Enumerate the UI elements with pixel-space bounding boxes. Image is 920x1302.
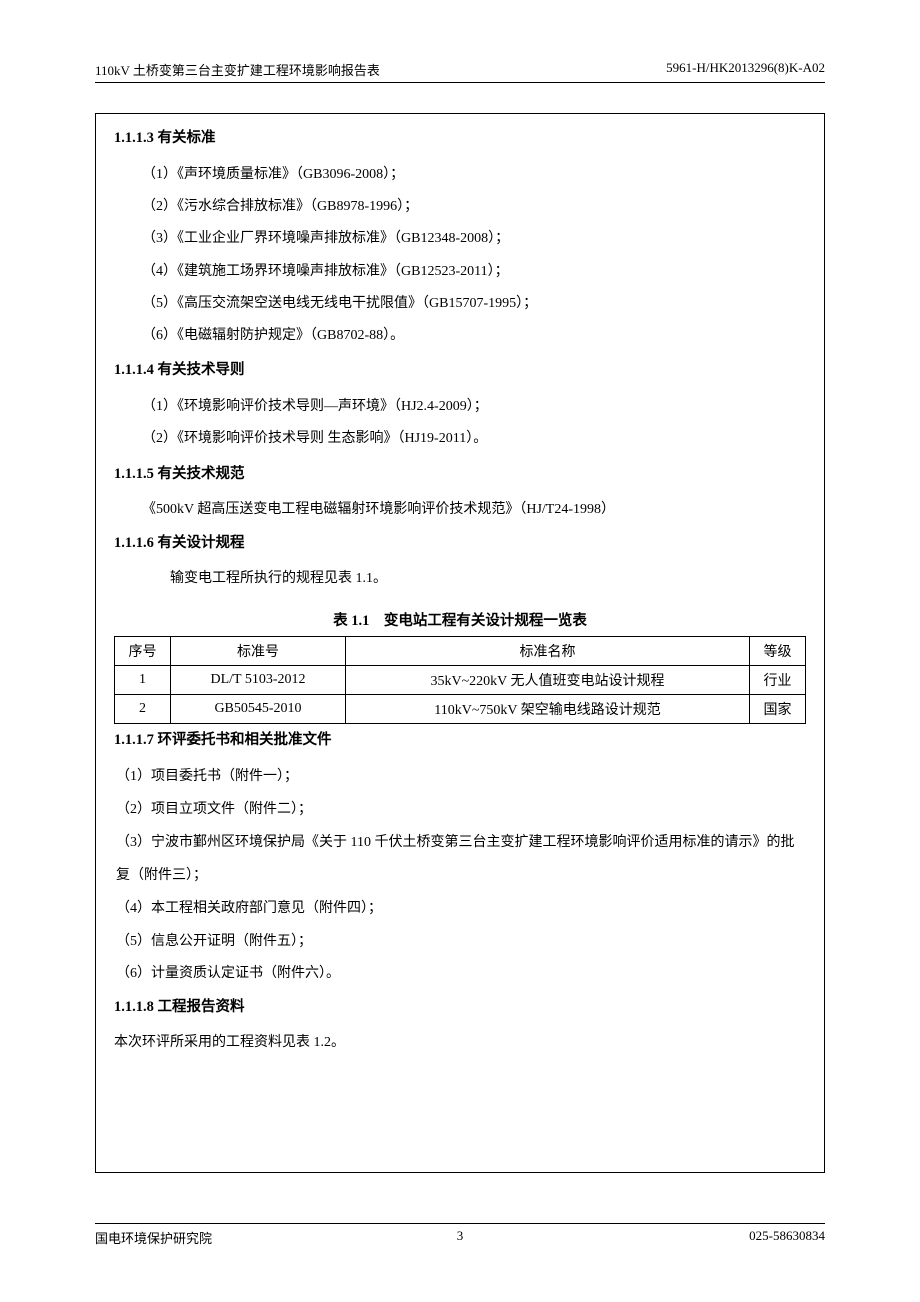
heading-1114: 1.1.1.4 有关技术导则	[114, 358, 806, 379]
item-1117-6: （6）计量资质认定证书（附件六）。	[116, 958, 806, 991]
body-1118: 本次环评所采用的工程资料见表 1.2。	[114, 1028, 806, 1059]
item-1117-5: （5）信息公开证明（附件五）；	[116, 926, 806, 959]
item-1117-1: （1）项目委托书（附件一）；	[116, 761, 806, 794]
table-row: 2 GB50545-2010 110kV~750kV 架空输电线路设计规范 国家	[115, 695, 806, 724]
table-1-1: 序号 标准号 标准名称 等级 1 DL/T 5103-2012 35kV~220…	[114, 636, 806, 724]
td-name: 35kV~220kV 无人值班变电站设计规程	[346, 666, 750, 695]
page-header: 110kV 土桥变第三台主变扩建工程环境影响报告表 5961-H/HK20132…	[95, 60, 825, 83]
item-1117-4: （4）本工程相关政府部门意见（附件四）；	[116, 893, 806, 926]
item-1117-3: （3）宁波市鄞州区环境保护局《关于 110 千伏土桥变第三台主变扩建工程环境影响…	[116, 827, 806, 893]
th-name: 标准名称	[346, 637, 750, 666]
footer-right: 025-58630834	[749, 1228, 825, 1247]
item-1113-4: （4）《建筑施工场界环境噪声排放标准》（GB12523-2011）；	[142, 256, 806, 288]
item-1113-3: （3）《工业企业厂界环境噪声排放标准》（GB12348-2008）；	[142, 223, 806, 255]
td-grade: 行业	[750, 666, 806, 695]
item-1114-1: （1）《环境影响评价技术导则—声环境》（HJ2.4-2009）；	[142, 391, 806, 423]
heading-1118: 1.1.1.8 工程报告资料	[114, 995, 806, 1016]
content-frame: 1.1.1.3 有关标准 （1）《声环境质量标准》（GB3096-2008）； …	[95, 113, 825, 1173]
th-code: 标准号	[171, 637, 346, 666]
item-1114-2: （2）《环境影响评价技术导则 生态影响》（HJ19-2011）。	[142, 423, 806, 455]
td-seq: 1	[115, 666, 171, 695]
table-row: 序号 标准号 标准名称 等级	[115, 637, 806, 666]
page-footer: 国电环境保护研究院 3 025-58630834	[95, 1223, 825, 1247]
body-1116: 输变电工程所执行的规程见表 1.1。	[170, 564, 806, 595]
td-grade: 国家	[750, 695, 806, 724]
heading-1117: 1.1.1.7 环评委托书和相关批准文件	[114, 728, 806, 749]
td-code: DL/T 5103-2012	[171, 666, 346, 695]
heading-1116: 1.1.1.6 有关设计规程	[114, 531, 806, 552]
th-seq: 序号	[115, 637, 171, 666]
footer-page-number: 3	[457, 1228, 464, 1244]
item-1113-1: （1）《声环境质量标准》（GB3096-2008）；	[142, 159, 806, 191]
heading-1115: 1.1.1.5 有关技术规范	[114, 462, 806, 483]
item-1113-2: （2）《污水综合排放标准》（GB8978-1996）；	[142, 191, 806, 223]
header-left: 110kV 土桥变第三台主变扩建工程环境影响报告表	[95, 60, 380, 79]
td-seq: 2	[115, 695, 171, 724]
table-row: 1 DL/T 5103-2012 35kV~220kV 无人值班变电站设计规程 …	[115, 666, 806, 695]
td-name: 110kV~750kV 架空输电线路设计规范	[346, 695, 750, 724]
item-1113-6: （6）《电磁辐射防护规定》（GB8702-88）。	[142, 320, 806, 352]
body-1115: 《500kV 超高压送变电工程电磁辐射环境影响评价技术规范》（HJ/T24-19…	[142, 495, 806, 526]
th-grade: 等级	[750, 637, 806, 666]
item-1117-2: （2）项目立项文件（附件二）；	[116, 794, 806, 827]
td-code: GB50545-2010	[171, 695, 346, 724]
item-1113-5: （5）《高压交流架空送电线无线电干扰限值》（GB15707-1995）；	[142, 288, 806, 320]
heading-1113: 1.1.1.3 有关标准	[114, 126, 806, 147]
header-right: 5961-H/HK2013296(8)K-A02	[666, 60, 825, 79]
footer-left: 国电环境保护研究院	[95, 1228, 212, 1247]
table-caption-1-1: 表 1.1 变电站工程有关设计规程一览表	[114, 609, 806, 630]
